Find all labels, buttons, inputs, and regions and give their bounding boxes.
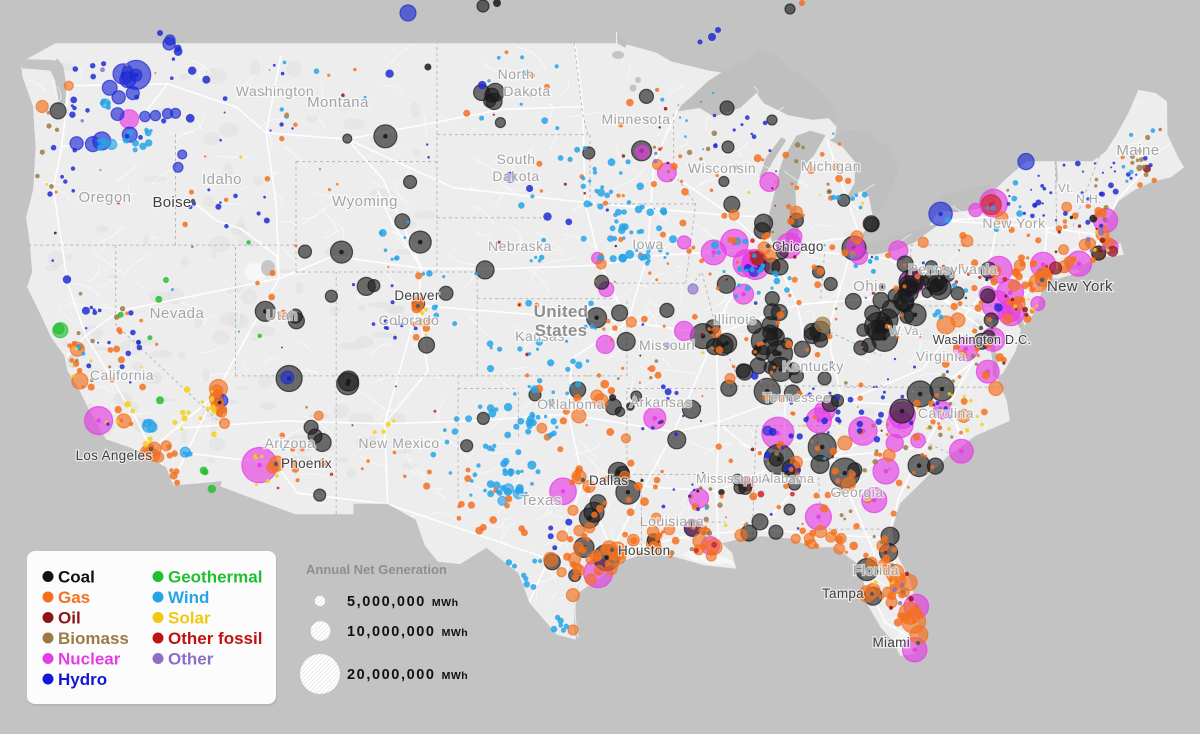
svg-text:Oil: Oil xyxy=(58,609,81,628)
svg-text:Montana: Montana xyxy=(307,94,369,111)
svg-text:Tampa: Tampa xyxy=(822,586,864,601)
svg-text:W.Va.: W.Va. xyxy=(889,324,923,338)
svg-text:Kentucky: Kentucky xyxy=(782,358,844,374)
svg-text:Miami: Miami xyxy=(873,635,911,650)
svg-text:Coal: Coal xyxy=(58,568,95,587)
svg-text:Denver: Denver xyxy=(394,288,440,303)
svg-text:Other: Other xyxy=(168,650,214,669)
svg-text:Ohio: Ohio xyxy=(853,278,887,295)
svg-text:Missouri: Missouri xyxy=(639,337,695,353)
svg-text:Georgia: Georgia xyxy=(830,484,883,500)
svg-text:Tennessee: Tennessee xyxy=(763,390,830,405)
svg-text:Chicago: Chicago xyxy=(772,239,824,254)
svg-text:New York: New York xyxy=(982,215,1046,231)
svg-text:Wisconsin: Wisconsin xyxy=(688,160,756,176)
svg-text:Utah: Utah xyxy=(266,307,298,323)
svg-text:Phoenix: Phoenix xyxy=(281,456,332,471)
svg-text:Wyoming: Wyoming xyxy=(332,193,398,210)
svg-text:States: States xyxy=(535,321,588,340)
svg-text:Solar: Solar xyxy=(168,609,211,628)
svg-text:Virginia: Virginia xyxy=(916,348,966,364)
svg-text:Maine: Maine xyxy=(1116,142,1159,159)
svg-text:North: North xyxy=(498,66,535,82)
svg-text:Iowa: Iowa xyxy=(632,236,664,252)
svg-text:Hydro: Hydro xyxy=(58,670,107,689)
svg-text:Other fossil: Other fossil xyxy=(168,629,262,648)
svg-text:Washington D.C.: Washington D.C. xyxy=(933,333,1032,347)
svg-text:Louisiana: Louisiana xyxy=(640,513,704,529)
svg-text:South: South xyxy=(496,151,535,167)
svg-text:Los Angeles: Los Angeles xyxy=(76,448,153,463)
svg-text:Oregon: Oregon xyxy=(78,189,131,206)
svg-text:Arizona: Arizona xyxy=(265,435,316,451)
svg-text:Mississippi: Mississippi xyxy=(696,472,762,486)
svg-text:Vt.: Vt. xyxy=(1058,181,1074,195)
svg-text:Minnesota: Minnesota xyxy=(601,111,670,127)
svg-text:Biomass: Biomass xyxy=(58,629,129,648)
svg-text:Pennsylvania: Pennsylvania xyxy=(908,261,997,277)
svg-text:Colorado: Colorado xyxy=(379,312,440,328)
svg-text:Dakota: Dakota xyxy=(503,83,550,99)
svg-text:New Mexico: New Mexico xyxy=(358,435,439,451)
svg-text:Geothermal: Geothermal xyxy=(168,568,262,587)
svg-text:California: California xyxy=(90,367,154,383)
svg-text:Dallas: Dallas xyxy=(589,473,628,488)
svg-text:Annual Net Generation: Annual Net Generation xyxy=(306,562,447,577)
svg-text:Illinois: Illinois xyxy=(714,311,757,327)
svg-text:Nuclear: Nuclear xyxy=(58,650,121,669)
svg-text:Carolina: Carolina xyxy=(918,405,974,421)
svg-text:Washington: Washington xyxy=(236,83,314,99)
svg-text:N.H.: N.H. xyxy=(1076,192,1102,206)
svg-text:United: United xyxy=(534,302,589,321)
svg-text:Nevada: Nevada xyxy=(150,305,205,322)
svg-text:Texas: Texas xyxy=(520,492,562,509)
svg-text:Arkansas: Arkansas xyxy=(630,394,692,410)
svg-text:Gas: Gas xyxy=(58,588,90,607)
svg-text:Alabama: Alabama xyxy=(762,472,815,486)
svg-text:Kansas: Kansas xyxy=(515,328,565,344)
svg-text:Oklahoma: Oklahoma xyxy=(537,396,605,412)
svg-text:Nebraska: Nebraska xyxy=(488,238,552,254)
svg-text:Florida: Florida xyxy=(853,562,899,578)
svg-text:Michigan: Michigan xyxy=(801,158,861,174)
svg-text:New York: New York xyxy=(1047,278,1113,295)
svg-text:Dakota: Dakota xyxy=(492,168,539,184)
svg-text:Idaho: Idaho xyxy=(202,171,242,188)
svg-text:Houston: Houston xyxy=(618,543,670,558)
svg-text:Boise: Boise xyxy=(152,194,191,211)
svg-text:Wind: Wind xyxy=(168,588,209,607)
